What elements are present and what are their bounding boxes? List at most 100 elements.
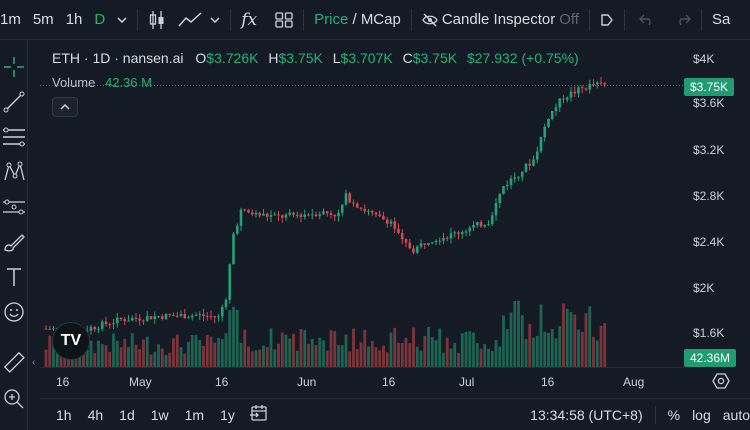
volume-bar	[198, 340, 202, 367]
volume-bar	[487, 348, 490, 367]
volume-bar	[318, 337, 322, 367]
interval-dropdown-chevron-icon[interactable]	[117, 0, 127, 39]
crosshair-icon[interactable]	[0, 52, 28, 82]
volume-bar	[142, 339, 145, 367]
volume-bar	[247, 346, 250, 367]
collapse-legend-button[interactable]	[52, 97, 78, 117]
high-label: H	[268, 50, 279, 66]
candlestick-icon[interactable]	[148, 0, 166, 39]
emoji-icon[interactable]	[0, 297, 28, 327]
percent-scale-toggle[interactable]: %	[667, 406, 681, 423]
candle-body	[449, 233, 453, 239]
candle-body	[115, 317, 119, 324]
candle-body	[337, 212, 340, 217]
candle-body	[524, 163, 528, 172]
candle-body	[442, 237, 445, 241]
range-1y[interactable]: 1y	[220, 406, 235, 423]
date-range-calendar-icon[interactable]	[249, 404, 269, 425]
candle-body	[243, 209, 247, 211]
mcap-option[interactable]: MCap	[360, 11, 401, 28]
volume-bar	[457, 352, 460, 367]
candle-body	[393, 221, 397, 229]
measure-ruler-icon[interactable]	[0, 347, 28, 377]
text-tool-icon[interactable]	[0, 262, 28, 292]
volume-bar	[389, 332, 393, 367]
prediction-icon[interactable]	[0, 192, 28, 222]
volume-bar	[273, 349, 277, 367]
line-chart-icon[interactable]	[178, 0, 202, 39]
range-1h[interactable]: 1h	[56, 406, 72, 423]
volume-bar	[397, 342, 400, 367]
price-option[interactable]: Price	[314, 11, 349, 28]
time-tick: Jun	[297, 375, 317, 389]
volume-bar	[404, 337, 408, 367]
interval-1h[interactable]: 1h	[65, 11, 83, 28]
time-tick: 16	[56, 375, 70, 389]
range-1d[interactable]: 1d	[119, 406, 135, 423]
trend-line-icon[interactable]	[0, 87, 28, 117]
volume-bar	[190, 335, 194, 367]
candle-body	[340, 204, 344, 213]
interval-5m[interactable]: 5m	[32, 11, 54, 28]
candle-body	[318, 214, 322, 217]
volume-bar	[115, 340, 119, 367]
candle-body	[389, 221, 393, 224]
candle-body	[145, 316, 149, 321]
save-button[interactable]: Sa	[711, 11, 731, 28]
volume-bar	[554, 338, 558, 367]
scroll-left-chevron-icon[interactable]: ‹	[32, 357, 36, 368]
volume-bar	[277, 343, 280, 367]
redo-icon[interactable]	[675, 0, 691, 39]
volume-bar	[359, 342, 363, 367]
volume-bar	[333, 330, 337, 367]
candle-body	[262, 213, 265, 216]
volume-bar	[532, 337, 535, 367]
candle-body	[404, 239, 408, 243]
price-mcap-toggle[interactable]: Price / MCap	[314, 0, 401, 39]
candle-body	[494, 202, 498, 216]
volume-bar	[153, 351, 157, 367]
indicators-fx-icon[interactable]: fx	[241, 9, 258, 30]
range-1w[interactable]: 1w	[150, 406, 169, 423]
symbol-title[interactable]: ETH · 1D · nansen.ai	[52, 50, 184, 66]
chart-type-chevron-icon[interactable]	[210, 0, 220, 39]
fib-retracement-icon[interactable]	[0, 122, 28, 152]
candle-body	[142, 320, 145, 322]
range-4h[interactable]: 4h	[87, 406, 104, 423]
undo-icon[interactable]	[638, 0, 655, 39]
volume-bar	[550, 328, 554, 367]
candle-body	[108, 324, 112, 326]
interval-d[interactable]: D	[94, 11, 106, 28]
volume-bar	[119, 347, 123, 367]
candle-body	[329, 213, 333, 215]
candle-inspector-toggle[interactable]: Candle Inspector Off	[422, 0, 579, 39]
candle-body	[599, 82, 603, 84]
pattern-icon[interactable]	[0, 157, 28, 187]
tradingview-logo[interactable]: TV	[52, 322, 90, 360]
time-axis[interactable]: 16 May 16 Jun 16 Jul 16 Aug	[40, 367, 685, 395]
log-scale-toggle[interactable]: log	[692, 406, 711, 423]
interval-1m[interactable]: 1m	[0, 11, 21, 28]
candle-body	[528, 163, 532, 166]
label-tag-icon[interactable]	[600, 0, 614, 39]
price-chart[interactable]	[40, 40, 685, 367]
candle-body	[179, 313, 183, 316]
range-1m[interactable]: 1m	[184, 406, 205, 423]
candle-body	[577, 87, 580, 94]
candle-body	[153, 316, 157, 320]
chart-settings-gear-icon[interactable]	[712, 372, 730, 390]
candle-body	[475, 222, 479, 226]
layouts-grid-icon[interactable]	[275, 0, 293, 39]
candle-body	[595, 82, 599, 85]
volume-bar	[517, 300, 520, 367]
candle-body	[119, 317, 123, 320]
clock-timezone[interactable]: 13:34:58 (UTC+8)	[530, 406, 643, 423]
candle-body	[430, 242, 434, 244]
volume-bar	[393, 327, 397, 367]
divider	[654, 405, 656, 424]
auto-scale-toggle[interactable]: auto	[722, 406, 750, 423]
price-axis[interactable]: $4K $3.6K $3.2K $2.8K $2.4K $2K $1.6K	[685, 40, 750, 367]
brush-icon[interactable]	[0, 227, 28, 257]
high-value: $3.75K	[278, 50, 323, 66]
zoom-in-icon[interactable]	[0, 384, 28, 414]
